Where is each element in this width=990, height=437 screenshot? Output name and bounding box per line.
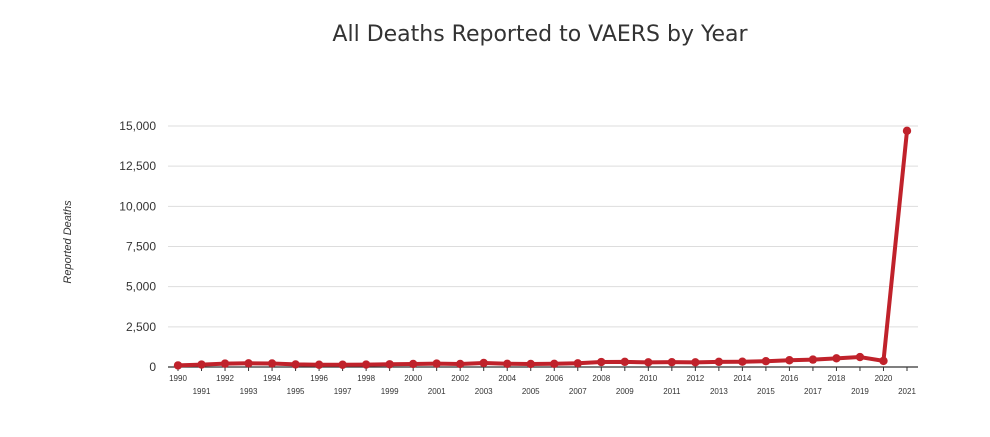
y-tick-label: 0 xyxy=(149,360,156,374)
x-tick-label: 2001 xyxy=(428,387,446,396)
y-tick-label: 5,000 xyxy=(126,280,156,294)
data-point xyxy=(667,357,677,367)
data-point xyxy=(714,357,724,367)
data-point xyxy=(455,359,465,369)
series-layer xyxy=(173,126,912,370)
data-point xyxy=(832,354,841,363)
data-point xyxy=(173,361,183,370)
data-point xyxy=(808,355,818,364)
y-tick-label: 15,000 xyxy=(119,119,156,133)
data-point xyxy=(267,359,277,368)
x-tick-label: 2008 xyxy=(592,374,610,383)
data-point xyxy=(432,359,441,368)
data-point xyxy=(244,359,253,368)
x-tick-label: 1999 xyxy=(381,387,399,396)
x-tick-label: 2009 xyxy=(616,387,634,396)
x-tick-label: 1992 xyxy=(216,374,234,383)
x-tick-label: 1990 xyxy=(169,374,187,383)
data-point xyxy=(220,359,230,368)
y-tick-label: 2,500 xyxy=(126,320,156,334)
data-point xyxy=(785,356,794,365)
x-tick-label: 1997 xyxy=(334,387,352,396)
data-point xyxy=(902,126,912,136)
data-point xyxy=(385,360,394,369)
x-tick-label: 2010 xyxy=(639,374,657,383)
data-point xyxy=(761,357,771,366)
x-tick-label: 1991 xyxy=(193,387,211,396)
x-tick-label: 1996 xyxy=(310,374,328,383)
axes xyxy=(168,366,918,371)
data-point xyxy=(526,359,535,369)
x-tick-label: 2004 xyxy=(498,374,516,383)
data-point xyxy=(691,358,700,367)
tick-labels: 15,000 12,500 10,000 7,500 5,000 2,500 0 1990 19… xyxy=(119,119,916,396)
data-point xyxy=(197,360,206,369)
x-tick-label: 2011 xyxy=(663,387,681,396)
y-tick-label: 12,500 xyxy=(119,159,156,173)
x-tick-label: 2014 xyxy=(733,374,751,383)
x-tick-label: 2020 xyxy=(875,374,893,383)
data-point xyxy=(855,352,865,362)
x-tick-label: 2007 xyxy=(569,387,587,396)
data-point xyxy=(338,360,347,369)
gridlines xyxy=(168,125,918,328)
x-tick-label: 2006 xyxy=(545,374,563,383)
data-point xyxy=(291,360,300,369)
x-tick-label: 2000 xyxy=(404,374,422,383)
data-point xyxy=(644,358,653,367)
x-tick-label: 1994 xyxy=(263,374,281,383)
x-tick-label: 2015 xyxy=(757,387,775,396)
x-tick-label: 2003 xyxy=(475,387,493,396)
x-tick-label: 2002 xyxy=(451,374,469,383)
data-point xyxy=(479,358,488,368)
data-point xyxy=(503,359,512,368)
data-point xyxy=(314,360,324,369)
x-tick-label: 2017 xyxy=(804,387,822,396)
y-tick-label: 7,500 xyxy=(126,240,156,254)
x-tick-label: 1993 xyxy=(240,387,258,396)
chart-title: All Deaths Reported to VAERS by Year xyxy=(332,22,748,47)
data-point xyxy=(408,359,418,369)
data-point xyxy=(620,357,630,367)
x-tick-label: 2005 xyxy=(522,387,540,396)
data-point xyxy=(550,359,559,368)
data-point xyxy=(879,356,888,366)
x-tick-label: 2019 xyxy=(851,387,869,396)
data-point xyxy=(573,359,582,368)
x-tick-label: 2021 xyxy=(898,387,916,396)
x-tick-label: 1995 xyxy=(287,387,305,396)
data-point xyxy=(597,357,606,367)
x-tick-label: 2018 xyxy=(828,374,846,383)
x-tick-label: 2013 xyxy=(710,387,728,396)
x-tick-label: 2012 xyxy=(686,374,704,383)
x-tick-label: 1998 xyxy=(357,374,375,383)
data-point xyxy=(361,360,371,369)
y-tick-label: 10,000 xyxy=(119,199,156,213)
x-tick-label: 2016 xyxy=(781,374,799,383)
data-point xyxy=(738,357,747,366)
